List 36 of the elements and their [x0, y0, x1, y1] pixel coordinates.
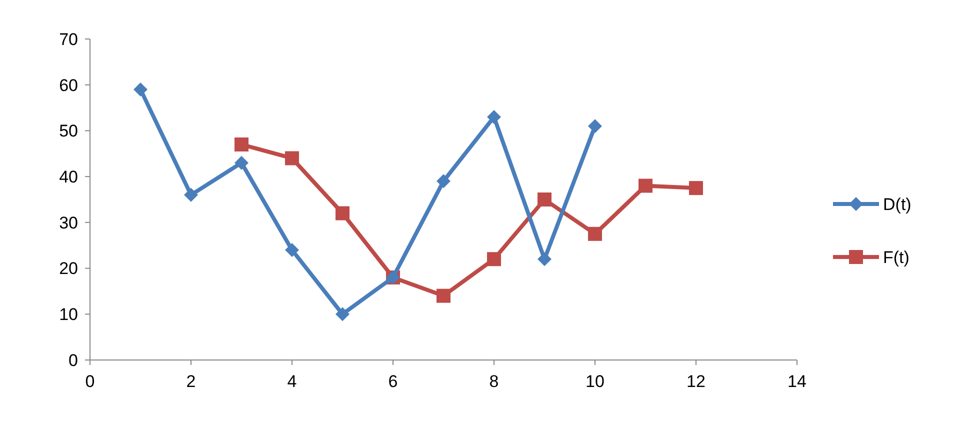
- point: [336, 206, 350, 220]
- point: [436, 174, 450, 188]
- point: [487, 110, 501, 124]
- y-tick-label: 40: [59, 168, 78, 187]
- x-tick-label: 12: [686, 372, 706, 391]
- point: [234, 156, 248, 170]
- y-tick-label: 0: [68, 350, 78, 370]
- y-tick-label: 60: [59, 76, 78, 95]
- y-tick-label: 30: [59, 213, 78, 232]
- point: [285, 242, 299, 257]
- point: [184, 188, 198, 202]
- point: [638, 178, 652, 193]
- point: [588, 226, 602, 241]
- y-tick-label: 10: [59, 305, 78, 324]
- point: [487, 252, 501, 266]
- point: [336, 307, 350, 322]
- x-tick-label: 14: [788, 372, 806, 391]
- y-tick-label: 20: [59, 259, 78, 278]
- x-tick-label: 6: [388, 372, 398, 391]
- point: [538, 252, 552, 266]
- legend-label: F(t): [883, 248, 910, 267]
- point: [538, 192, 552, 206]
- point: [285, 151, 299, 166]
- point: [588, 119, 602, 134]
- x-tick-label: 4: [287, 372, 297, 391]
- x-tick-label: 8: [489, 372, 499, 391]
- point: [234, 137, 248, 152]
- point: [134, 82, 148, 96]
- point: [436, 288, 450, 303]
- x-tick-label: 2: [186, 372, 196, 391]
- x-tick-label: 0: [85, 372, 95, 391]
- y-tick-label: 70: [59, 30, 78, 49]
- x-tick-label: 10: [586, 372, 604, 391]
- point: [689, 181, 703, 196]
- y-tick-label: 50: [59, 122, 78, 141]
- legend-label: D(t): [883, 194, 912, 214]
